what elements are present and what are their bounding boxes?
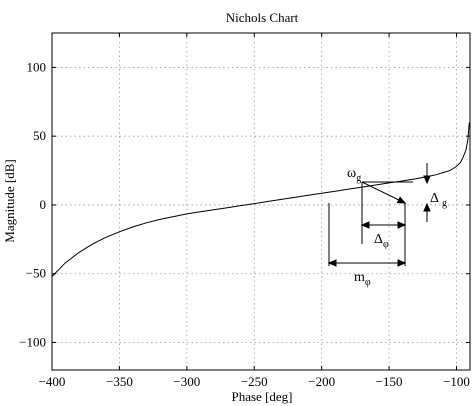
axis-ticks: −400 −350 −300 −250 −200 −150 −100 −100 −50 0 50 10…: [19, 33, 470, 389]
x-tick-label: −200: [308, 374, 335, 389]
x-tick-label: −300: [173, 374, 200, 389]
gain-margin-arrow-bottom-head: [423, 202, 431, 212]
plot-frame: [51, 32, 471, 371]
y-tick-label: −100: [19, 334, 46, 349]
nichols-curve: [51, 122, 470, 277]
y-tick-label: 50: [33, 128, 46, 143]
y-tick-label: 100: [27, 59, 47, 74]
x-tick-label: −250: [241, 374, 268, 389]
x-tick-label: −350: [106, 374, 133, 389]
omega-g-label: ωg: [347, 166, 361, 184]
x-tick-label: −150: [376, 374, 403, 389]
y-tick-label: 0: [40, 197, 47, 212]
gain-margin-arrow-top-head: [423, 175, 431, 185]
gain-margin-vector-head: [396, 196, 407, 204]
chart-title: Nichols Chart: [226, 10, 299, 25]
m-phi-label: mφ: [354, 270, 371, 288]
gain-margin-vector: [361, 181, 406, 204]
delta-phi-label: Δφ: [374, 232, 389, 250]
m-phi-arrow-right-head: [397, 259, 407, 267]
delta-phi-arrow-right-head: [397, 221, 407, 229]
m-phi-arrow-left-head: [327, 259, 337, 267]
y-tick-label: −50: [26, 266, 46, 281]
delta-phi-arrow-left-head: [360, 221, 370, 229]
x-axis-label: Phase [deg]: [231, 389, 292, 404]
x-tick-label: −100: [443, 374, 470, 389]
y-axis-label: Magnitude [dB]: [2, 159, 17, 242]
x-tick-label: −400: [39, 374, 66, 389]
grid: [52, 33, 470, 370]
